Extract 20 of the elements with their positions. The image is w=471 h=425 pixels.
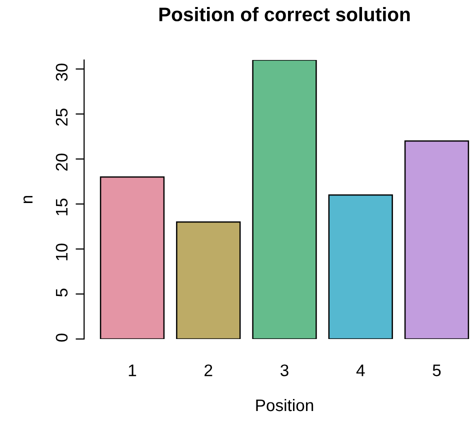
y-tick-label: 30 [56,64,68,81]
y-tick-label: 5 [56,288,68,297]
bar [100,176,165,339]
x-axis-title: Position [256,398,314,412]
bar [252,60,317,339]
bar [328,194,393,339]
y-tick-label: 20 [56,154,68,171]
x-tick-label: 2 [204,364,212,376]
y-axis-title: n [24,196,32,204]
y-tick-label: 25 [56,108,68,126]
y-tick-label: 0 [56,334,68,342]
bar [404,140,470,339]
x-tick-label: 5 [432,364,441,376]
y-tick-label: 15 [56,198,68,216]
x-tick-label: 1 [128,364,136,376]
y-tick-label: 10 [56,244,68,260]
chart-title: Position of correct solution [159,7,410,22]
x-tick-label: 4 [356,364,365,376]
bar [176,221,241,339]
x-tick-label: 3 [280,364,288,376]
